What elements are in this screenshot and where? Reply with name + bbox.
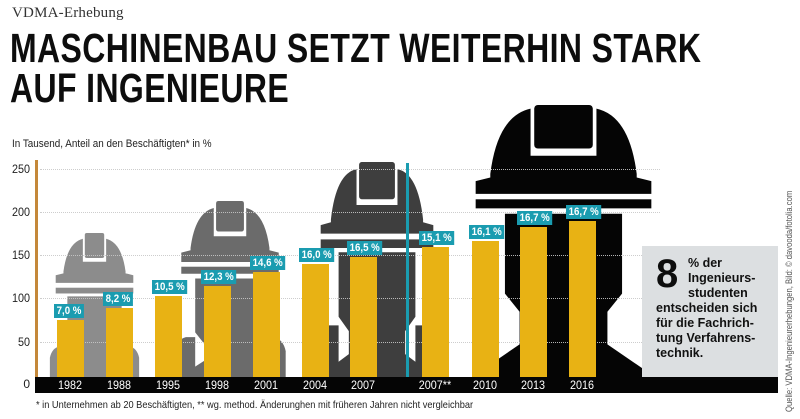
y-tick-0: 0: [23, 377, 30, 391]
gridline-200: [40, 212, 660, 213]
bar-2007: [350, 256, 377, 377]
info-text: % der Ingenieurs- studenten entscheiden …: [656, 256, 774, 361]
worker-helmet-icon-4: [472, 105, 655, 377]
bar-1982: [57, 320, 84, 377]
title-line-1: MASCHINENBAU SETZT WEITERHIN STARK: [10, 25, 702, 71]
source-credit: Quelle: VDMA-Ingenieurerhebungen, Bild: …: [784, 190, 794, 412]
pct-label: 16,1 %: [469, 225, 505, 240]
pct-label: 8,2 %: [103, 291, 134, 306]
pct-label: 15,1 %: [419, 231, 455, 246]
bar-1998: [204, 286, 231, 377]
footnote: * in Unternehmen ab 20 Beschäftigten, **…: [36, 399, 474, 411]
page-title: MASCHINENBAU SETZT WEITERHIN STARK AUF I…: [10, 25, 702, 111]
pct-label: 7,0 %: [54, 304, 85, 319]
x-label: 2007**: [418, 378, 452, 392]
x-label: 1982: [57, 378, 83, 392]
pct-label: 16,0 %: [299, 247, 335, 262]
pct-label: 12,3 %: [201, 270, 237, 285]
bar-2010: [472, 241, 499, 377]
bar-2016: [569, 221, 596, 377]
y-tick-200: 200: [11, 205, 30, 219]
info-big-number: 8: [656, 252, 679, 296]
pct-label: 16,7 %: [517, 211, 553, 226]
x-label: 2004: [302, 378, 328, 392]
pct-label: 10,5 %: [152, 279, 188, 294]
x-label: 2001: [253, 378, 279, 392]
x-label: 1995: [155, 378, 181, 392]
info-line-3: studenten: [688, 286, 748, 300]
gridline-250: [40, 169, 660, 170]
gridline-150: [40, 255, 660, 256]
kicker: VDMA-Erhebung: [12, 5, 124, 21]
info-box: 8 % der Ingenieurs- studenten entscheide…: [642, 246, 778, 377]
x-label: 2007: [350, 378, 376, 392]
pct-label: 16,5 %: [347, 240, 383, 255]
x-axis-band: [35, 377, 778, 393]
x-label: 1998: [204, 378, 230, 392]
x-label: 1988: [106, 378, 132, 392]
bar-2007xx: [422, 247, 449, 377]
info-line-2: Ingenieurs-: [688, 271, 756, 285]
bar-2004: [302, 263, 329, 377]
info-line-4: entscheiden sich: [656, 301, 758, 315]
x-label: 2010: [472, 378, 498, 392]
y-tick-50: 50: [17, 335, 30, 349]
y-tick-150: 150: [11, 248, 30, 262]
x-label: 2013: [520, 378, 546, 392]
title-line-2: AUF INGENIEURE: [10, 65, 290, 111]
x-label: 2016: [569, 378, 595, 392]
bar-2001: [253, 272, 280, 377]
bar-2013: [520, 227, 547, 377]
y-tick-100: 100: [11, 291, 30, 305]
method-change-divider: [406, 163, 409, 377]
info-line-5: für die Fachrich-: [656, 316, 754, 330]
chart-subtitle: In Tausend, Anteil an den Beschäftigten*…: [12, 138, 212, 150]
info-line-7: technik.: [656, 346, 704, 360]
pct-label: 14,6 %: [250, 256, 286, 271]
bar-1988: [106, 307, 133, 377]
info-line-1: % der: [688, 256, 723, 270]
pct-label: 16,7 %: [566, 205, 602, 220]
info-line-6: tung Verfahrens-: [656, 331, 756, 345]
y-tick-250: 250: [11, 162, 30, 176]
bar-1995: [155, 295, 182, 377]
y-axis-line: [35, 160, 38, 393]
